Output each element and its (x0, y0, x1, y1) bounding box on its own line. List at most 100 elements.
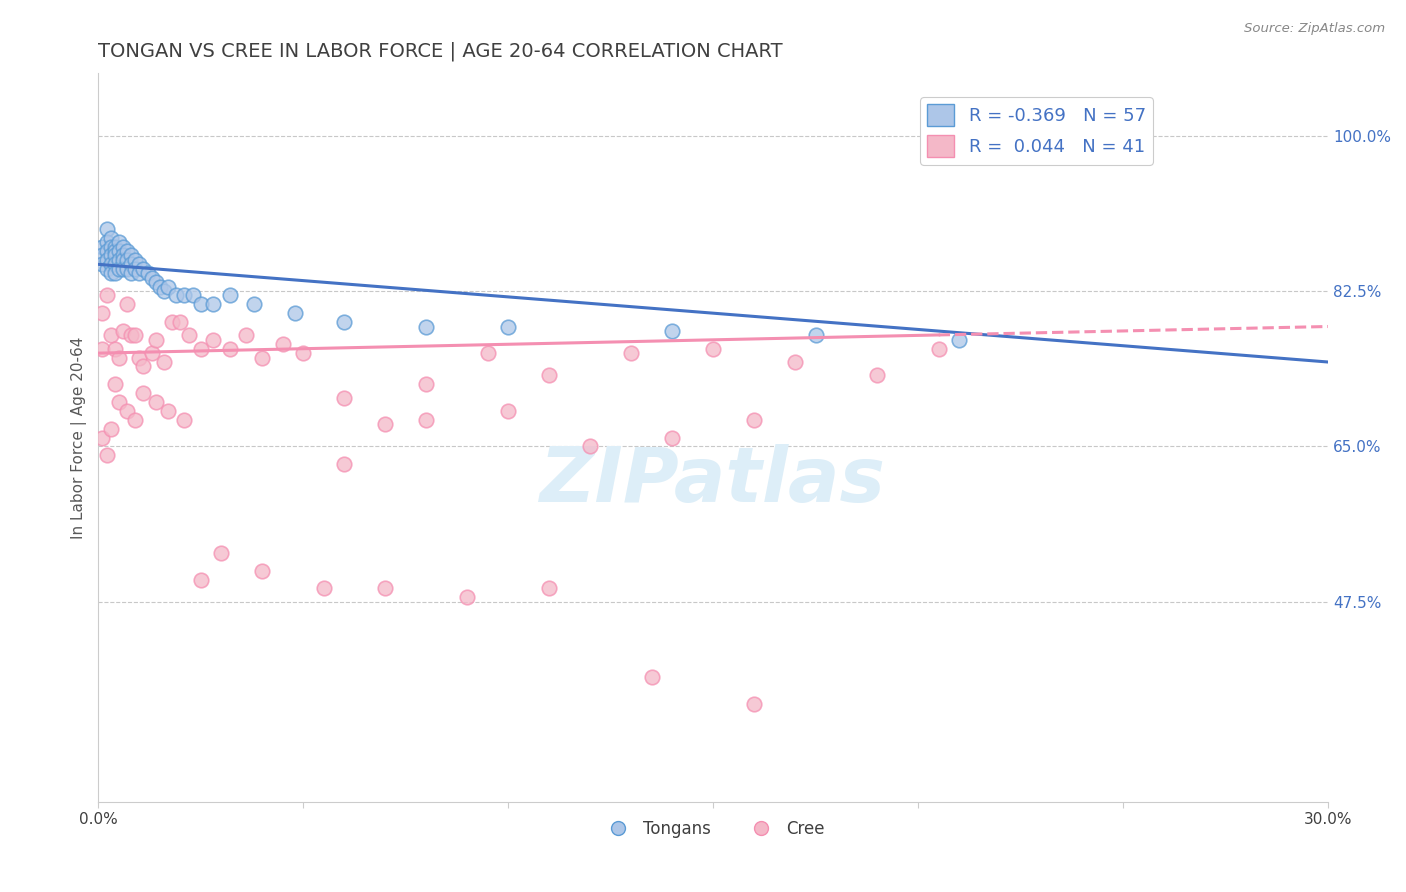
Point (160, 315, 183, 329)
Point (928, 342, 950, 356)
Point (108, 395, 131, 409)
Point (96, 448, 118, 462)
Point (785, 355, 807, 369)
Point (120, 328, 142, 343)
Point (120, 266, 142, 280)
Y-axis label: In Labor Force | Age 20-64: In Labor Force | Age 20-64 (72, 336, 87, 539)
Point (477, 346, 499, 360)
Point (415, 319, 437, 334)
Point (100, 328, 122, 343)
Point (145, 333, 167, 347)
Point (333, 315, 356, 329)
Point (202, 297, 225, 311)
Point (271, 337, 294, 351)
Point (108, 252, 131, 267)
Point (415, 413, 437, 427)
Point (661, 430, 683, 444)
Point (209, 546, 232, 560)
Point (100, 248, 122, 262)
Point (177, 328, 200, 343)
Point (498, 319, 520, 334)
Point (115, 261, 138, 276)
Point (100, 422, 122, 436)
Point (141, 346, 163, 360)
Point (169, 315, 191, 329)
Point (96, 222, 118, 236)
Point (100, 239, 122, 253)
Point (124, 328, 146, 343)
Point (145, 395, 167, 409)
Point (145, 275, 167, 289)
Point (91, 342, 114, 356)
Point (128, 266, 150, 280)
Point (96, 235, 118, 249)
Point (100, 257, 122, 271)
Point (128, 257, 150, 271)
Point (108, 244, 131, 258)
Point (333, 391, 356, 405)
Point (104, 377, 127, 392)
Point (104, 239, 127, 253)
Point (742, 697, 765, 711)
Point (124, 261, 146, 276)
Point (252, 351, 274, 365)
Point (620, 346, 643, 360)
Point (498, 404, 520, 418)
Point (157, 279, 180, 293)
Point (456, 591, 478, 605)
Point (136, 266, 159, 280)
Point (91, 430, 114, 444)
Point (96, 261, 118, 276)
Point (91, 248, 114, 262)
Point (91, 257, 114, 271)
Point (111, 239, 134, 253)
Point (157, 404, 180, 418)
Point (252, 564, 274, 578)
Point (948, 333, 970, 347)
Point (218, 342, 240, 356)
Point (804, 328, 827, 343)
Point (111, 324, 134, 338)
Point (538, 368, 561, 383)
Text: TONGAN VS CREE IN LABOR FORCE | AGE 20-64 CORRELATION CHART: TONGAN VS CREE IN LABOR FORCE | AGE 20-6… (98, 42, 783, 62)
Point (100, 266, 122, 280)
Point (104, 248, 127, 262)
Point (124, 252, 146, 267)
Point (108, 261, 131, 276)
Point (111, 248, 134, 262)
Point (866, 368, 889, 383)
Point (132, 386, 155, 401)
Point (415, 377, 437, 392)
Point (312, 582, 335, 596)
Legend: Tongans, Cree: Tongans, Cree (595, 813, 831, 844)
Point (579, 439, 602, 453)
Point (115, 252, 138, 267)
Point (104, 342, 127, 356)
Point (115, 404, 138, 418)
Point (115, 297, 138, 311)
Point (111, 261, 134, 276)
Point (132, 359, 155, 374)
Point (104, 244, 127, 258)
Point (153, 284, 176, 298)
Point (374, 417, 396, 432)
Point (120, 257, 142, 271)
Point (128, 351, 150, 365)
Point (120, 248, 142, 262)
Point (104, 266, 127, 280)
Point (132, 261, 155, 276)
Point (141, 270, 163, 285)
Point (173, 288, 195, 302)
Point (108, 351, 131, 365)
Point (96, 252, 118, 267)
Point (91, 239, 114, 253)
Point (181, 288, 204, 302)
Point (149, 279, 172, 293)
Point (333, 457, 356, 471)
Point (190, 573, 212, 587)
Point (91, 306, 114, 320)
Point (538, 582, 561, 596)
Point (190, 297, 212, 311)
Point (96, 244, 118, 258)
Point (374, 582, 396, 596)
